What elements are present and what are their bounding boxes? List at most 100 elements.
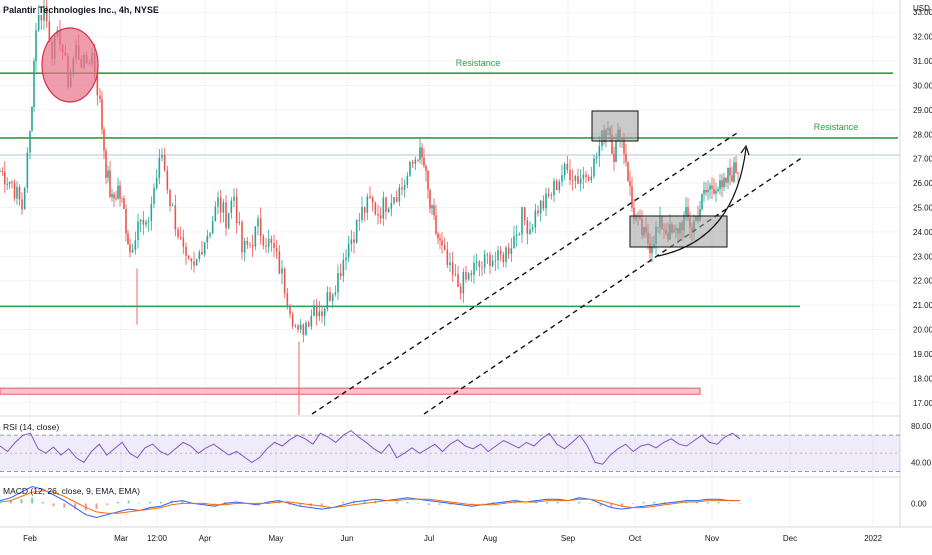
candle-body <box>451 262 454 275</box>
candle-body <box>713 188 715 194</box>
macd-hist-bar <box>224 502 227 504</box>
candle-body <box>555 180 558 191</box>
candle-body <box>547 193 550 196</box>
candle-body <box>411 161 414 164</box>
candle-body <box>8 181 11 184</box>
candle-body <box>629 180 631 187</box>
candle-body <box>419 147 421 160</box>
circle-marker <box>41 27 99 103</box>
candle-body <box>387 208 390 212</box>
candle-body <box>166 170 169 190</box>
candle-body <box>631 186 633 208</box>
time-tick-6: Jul <box>424 534 434 543</box>
candle-body <box>611 135 613 154</box>
candle-body <box>238 221 241 224</box>
macd-hist-bar <box>674 502 677 504</box>
candle-body <box>105 150 107 178</box>
candle-body <box>233 196 235 201</box>
trendline-upper <box>311 132 738 415</box>
candle-body <box>499 250 502 255</box>
candle-body <box>262 236 265 246</box>
candle-body <box>729 167 731 176</box>
candle-body <box>40 14 43 21</box>
candle-body <box>717 189 719 191</box>
candle-body <box>715 190 717 194</box>
candle-body <box>45 5 48 22</box>
candle-body <box>521 207 523 235</box>
candle-body <box>158 157 161 178</box>
candle-body <box>109 170 111 197</box>
candle-body <box>6 183 8 185</box>
macd-hist-bar <box>149 502 152 504</box>
signal-line <box>0 490 740 514</box>
candle-body <box>417 159 419 161</box>
candle-body <box>249 244 251 246</box>
time-tick-4: May <box>268 534 283 543</box>
macd-hist-bar <box>685 502 688 504</box>
candle-body <box>302 324 305 335</box>
candle-body <box>241 221 243 253</box>
price-tick-0: 17.00 <box>913 399 932 408</box>
candle-body <box>187 255 190 259</box>
candle-body <box>390 202 393 209</box>
candle-body <box>470 273 473 275</box>
candle-body <box>518 234 521 236</box>
candle-body <box>699 209 701 221</box>
candle-body <box>169 189 171 206</box>
time-axis: Feb Mar 12:00 Apr May Jun Jul Aug Sep Oct Nov Dec 20… <box>23 534 882 543</box>
macd-hist-bar <box>320 503 323 507</box>
rsi-line <box>0 429 741 465</box>
candle-body <box>475 261 478 264</box>
candle-body <box>623 138 625 154</box>
price-tick-9: 26.00 <box>913 179 932 188</box>
candle-body <box>37 14 40 31</box>
candle-body <box>185 246 187 256</box>
candle-body <box>369 196 371 198</box>
candle-body <box>401 187 403 190</box>
candle-body <box>127 233 129 245</box>
time-tick-0: Feb <box>23 534 37 543</box>
macd-hist-bar <box>481 503 484 504</box>
candle-body <box>101 98 103 130</box>
candle-body <box>590 176 593 181</box>
candle-body <box>235 196 238 224</box>
candle-body <box>278 251 281 274</box>
candle-body <box>103 129 105 151</box>
candle-body <box>550 195 553 196</box>
macd-hist-bar <box>524 503 527 504</box>
candle-body <box>615 140 617 162</box>
candle-body <box>421 147 423 158</box>
candle-body <box>510 248 513 254</box>
price-tick-13: 30.00 <box>913 81 932 90</box>
macd-hist-bar <box>621 503 624 507</box>
macd-hist-bar <box>642 502 645 504</box>
candle-body <box>409 161 411 176</box>
candle-body <box>145 221 147 225</box>
currency-label: USD <box>913 4 930 13</box>
candle-body <box>347 243 350 258</box>
candle-body <box>537 210 539 214</box>
candle-body <box>171 205 174 207</box>
candle-body <box>595 156 598 159</box>
macd-hist-bar <box>374 500 377 504</box>
candle-body <box>363 207 366 213</box>
macd-hist-bar <box>288 503 291 505</box>
macd-hist-bar <box>503 502 506 504</box>
candle-body <box>379 215 382 219</box>
candle-body <box>627 162 629 181</box>
candle-body <box>649 243 651 254</box>
candle-body <box>385 197 387 212</box>
macd-hist-bar <box>159 502 162 504</box>
candle-body <box>709 185 711 190</box>
macd-hist-bar <box>170 500 173 504</box>
candle-body <box>222 202 225 213</box>
candle-body <box>150 203 153 222</box>
candle-body <box>371 197 374 203</box>
candle-body <box>177 229 179 237</box>
macd-hist-bar <box>192 503 195 504</box>
candle-body <box>731 175 733 182</box>
box-top <box>591 110 639 142</box>
macd-hist-bar <box>63 503 66 508</box>
macd-hist-bar <box>95 503 98 510</box>
